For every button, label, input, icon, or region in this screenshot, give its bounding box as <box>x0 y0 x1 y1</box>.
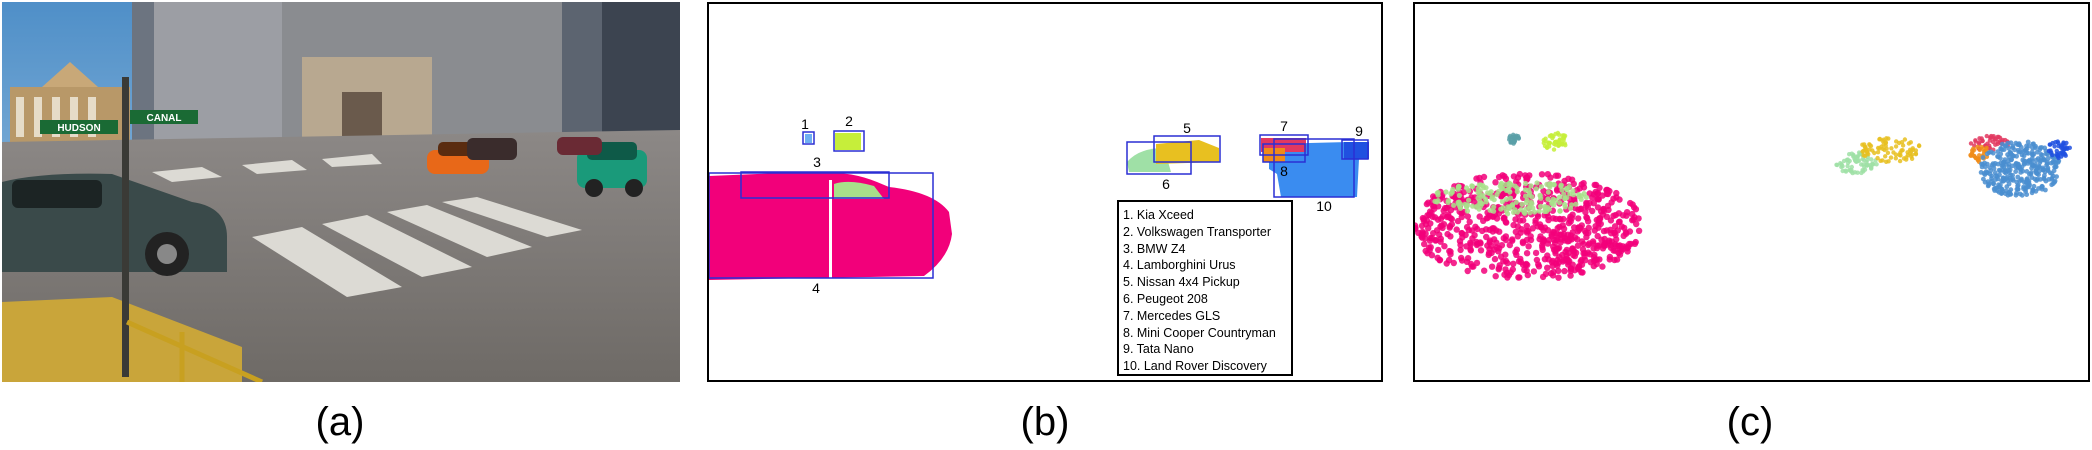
bbox-8 <box>1262 143 1306 163</box>
bbox-label-6: 6 <box>1162 176 1170 192</box>
bbox-label-2: 2 <box>845 113 853 129</box>
bbox-9 <box>1341 139 1369 160</box>
bbox-10 <box>1273 138 1355 198</box>
railing <box>125 319 264 382</box>
bbox-label-8: 8 <box>1280 163 1288 179</box>
cloud-land-rover <box>1978 139 2062 198</box>
cloud-kia-xceed <box>1507 132 1521 146</box>
mask-bmw-z4 <box>834 181 884 199</box>
street-sign-hudson: HUDSON <box>57 123 100 134</box>
legend-item-2: 2. Volkswagen Transporter <box>1123 224 1271 239</box>
legend-item-5: 5. Nissan 4x4 Pickup <box>1123 275 1240 290</box>
bbox-6 <box>1126 141 1192 175</box>
street-sign-canal: CANAL <box>147 113 182 124</box>
legend-item-4: 4. Lamborghini Urus <box>1123 258 1236 273</box>
cloud-nissan-pickup <box>1860 136 1922 164</box>
skyscraper-right <box>562 2 680 142</box>
scene-render-panel: HUDSON CANAL <box>2 2 680 382</box>
bbox-3 <box>740 171 890 199</box>
caption-a: (a) <box>315 400 365 444</box>
scene-car-foreground <box>2 173 227 276</box>
legend-item-7: 7. Mercedes GLS <box>1123 308 1221 323</box>
bbox-label-7: 7 <box>1280 118 1288 134</box>
legend-item-3: 3. BMW Z4 <box>1123 241 1186 256</box>
bbox-4 <box>709 172 934 279</box>
legend-item-10: 10. Land Rover Discovery <box>1123 359 1267 374</box>
caption-b: (b) <box>1020 400 1070 444</box>
mask-vw-transporter <box>835 133 861 150</box>
bbox-label-1: 1 <box>801 116 809 132</box>
segmentation-canvas: 1 2 3 4 5 6 7 8 9 10 <box>709 113 1369 296</box>
legend-item-9: 9. Tata Nano <box>1123 342 1194 357</box>
bbox-label-4: 4 <box>812 280 820 296</box>
legend-item-6: 6. Peugeot 208 <box>1123 291 1208 306</box>
street-sign-pole: HUDSON CANAL <box>40 77 198 377</box>
crosswalk <box>152 154 582 297</box>
bbox-1 <box>802 131 815 145</box>
mask-nissan-pickup <box>1156 140 1219 164</box>
cloud-lamborghini-urus <box>1415 170 1643 281</box>
segmentation-panel: 1 2 3 4 5 6 7 8 9 10 <box>707 2 1383 382</box>
caption-c: (c) <box>1726 400 1774 444</box>
point-cloud-canvas <box>1415 130 2072 281</box>
mask-kia-xceed <box>805 134 812 143</box>
cloud-bmw-z4 <box>1432 180 1589 217</box>
classical-building <box>10 62 130 147</box>
bbox-2 <box>833 130 865 152</box>
skyscraper-left <box>132 2 292 152</box>
bbox-label-10: 10 <box>1316 198 1332 214</box>
bbox-label-5: 5 <box>1183 120 1191 136</box>
scene-car-dark <box>467 137 602 160</box>
cloud-peugeot-208 <box>1834 150 1879 176</box>
cloud-tata-nano <box>2046 139 2072 161</box>
legend-item-1: 1. Kia Xceed <box>1123 208 1194 222</box>
point-cloud-panel <box>1413 2 2090 382</box>
bbox-label-9: 9 <box>1355 123 1363 139</box>
bbox-5 <box>1153 135 1221 163</box>
cloud-vw-transporter <box>1541 130 1568 152</box>
bbox-label-3: 3 <box>813 154 821 170</box>
vehicle-legend: 1. Kia Xceed 2. Volkswagen Transporter 3… <box>1117 200 1293 376</box>
mask-tata-nano <box>1344 142 1369 159</box>
bbox-7 <box>1259 134 1309 156</box>
legend-item-8: 8. Mini Cooper Countryman <box>1123 325 1276 340</box>
